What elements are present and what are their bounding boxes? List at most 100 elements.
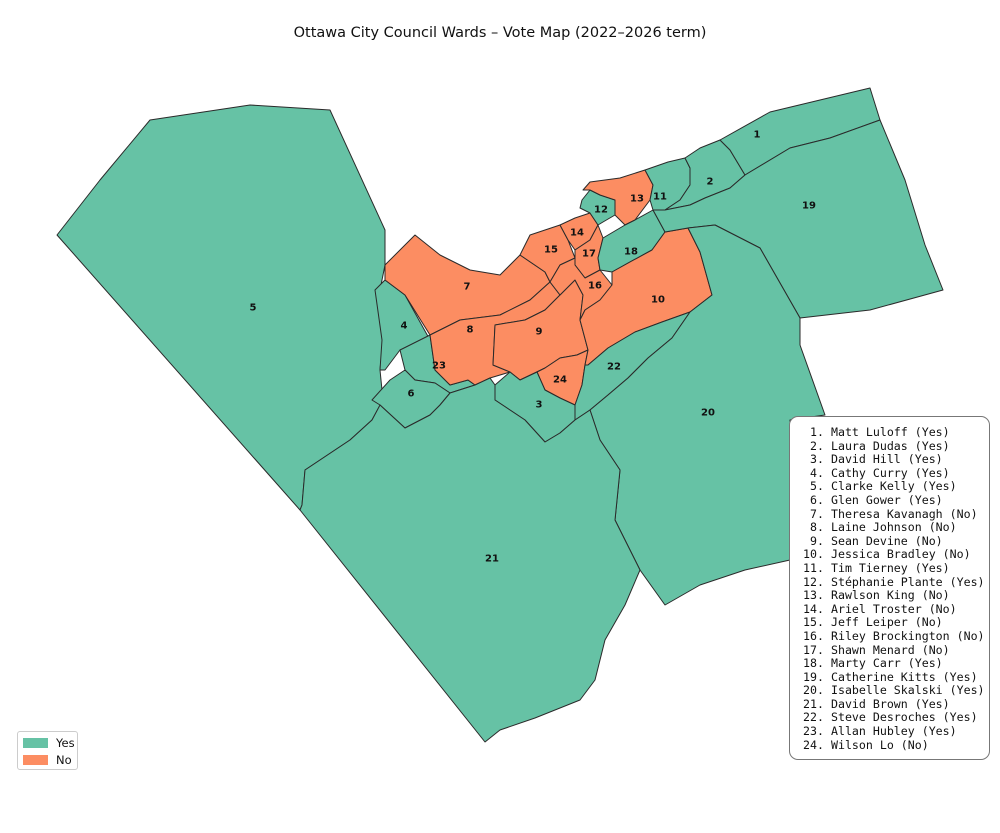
councillor-name: David Brown (Yes)	[824, 696, 950, 711]
vote-legend: Yes No	[17, 731, 78, 770]
ward-label-16: 16	[588, 281, 602, 292]
map-title: Ottawa City Council Wards – Vote Map (20…	[293, 25, 707, 41]
councillor-row: 6. Glen Gower (Yes)	[790, 492, 989, 508]
legend-label-yes: Yes	[56, 736, 75, 750]
councillor-row: 13. Rawlson King (No)	[790, 588, 989, 603]
councillor-name: Marty Carr (Yes)	[824, 656, 943, 671]
legend-label-no: No	[56, 753, 72, 767]
councillor-name: Cathy Curry (Yes)	[824, 465, 950, 480]
councillor-row: 14. Ariel Troster (No)	[790, 601, 989, 617]
councillor-number: 19.	[803, 669, 824, 684]
councillor-row: 4. Cathy Curry (Yes)	[790, 465, 989, 481]
councillor-number: 16.	[803, 628, 824, 643]
ward-label-10: 10	[651, 295, 665, 306]
councillor-number: 10.	[803, 547, 824, 562]
councillor-row: 11. Tim Tierney (Yes)	[790, 560, 989, 576]
legend-item-no: No	[23, 753, 72, 767]
councillor-number: 12.	[803, 574, 824, 589]
councillor-name: Stéphanie Plante (Yes)	[824, 574, 985, 589]
ward-label-3: 3	[536, 400, 543, 411]
councillor-number: 13.	[803, 588, 824, 603]
councillor-name: Jeff Leiper (No)	[824, 615, 943, 630]
ward-15-shape	[519, 224, 576, 283]
councillor-name: Tim Tierney (Yes)	[824, 560, 950, 575]
ward-label-15: 15	[544, 245, 558, 256]
ward-21-shape	[299, 377, 641, 743]
councillor-row: 1. Matt Luloff (Yes)	[790, 425, 989, 440]
councillor-row: 24. Wilson Lo (No)	[790, 737, 989, 753]
ward-label-9: 9	[536, 327, 543, 338]
councillor-name: Ariel Troster (No)	[824, 601, 957, 616]
councillor-name: Catherine Kitts (Yes)	[824, 669, 978, 684]
councillor-name: Rawlson King (No)	[824, 588, 950, 603]
ward-label-11: 11	[653, 192, 667, 203]
councillor-row: 16. Riley Brockington (No)	[790, 628, 989, 644]
ward-label-14: 14	[570, 228, 584, 239]
legend-swatch-yes	[23, 738, 48, 748]
councillor-number: 21.	[803, 696, 824, 711]
councillor-row: 18. Marty Carr (Yes)	[790, 656, 989, 671]
councillor-name: Isabelle Skalski (Yes)	[824, 683, 985, 698]
ward-label-22: 22	[607, 362, 621, 373]
councillor-row: 7. Theresa Kavanagh (No)	[790, 506, 989, 522]
ward-label-13: 13	[630, 194, 644, 205]
ward-label-1: 1	[754, 130, 761, 141]
councillor-number: 15.	[803, 615, 824, 630]
councillor-number: 2.	[810, 438, 824, 453]
councillor-number: 9.	[810, 533, 824, 548]
ward-label-21: 21	[485, 554, 499, 565]
ward-label-20: 20	[701, 408, 715, 419]
councillor-number: 14.	[803, 601, 824, 616]
councillor-name: Laura Dudas (Yes)	[824, 438, 950, 453]
ward-label-4: 4	[401, 321, 408, 332]
councillor-name: Matt Luloff (Yes)	[824, 425, 950, 439]
councillor-row: 20. Isabelle Skalski (Yes)	[790, 683, 989, 698]
ward-shapes	[56, 87, 944, 743]
councillor-row: 9. Sean Devine (No)	[790, 533, 989, 549]
councillor-row: 10. Jessica Bradley (No)	[790, 548, 989, 562]
ward-label-6: 6	[408, 389, 415, 400]
councillor-row: 8. Laine Johnson (No)	[790, 520, 989, 535]
ward-label-23: 23	[432, 361, 446, 372]
councillor-name: Theresa Kavanagh (No)	[824, 506, 978, 521]
councillor-row: 22. Steve Desroches (Yes)	[790, 711, 989, 725]
councillor-number: 1.	[810, 425, 824, 439]
councillor-row: 23. Allan Hubley (Yes)	[790, 724, 989, 739]
councillor-number: 3.	[810, 452, 824, 467]
councillor-list: 1. Matt Luloff (Yes) 2. Laura Dudas (Yes)…	[790, 425, 989, 753]
ward-19-shape	[652, 119, 944, 319]
councillor-number: 22.	[803, 710, 824, 725]
councillor-number: 7.	[810, 506, 824, 521]
councillor-name: Glen Gower (Yes)	[824, 492, 943, 507]
councillor-number: 23.	[803, 724, 824, 739]
councillor-number: 5.	[810, 479, 824, 494]
councillor-row: 17. Shawn Menard (No)	[790, 642, 989, 658]
councillor-name: David Hill (Yes)	[824, 452, 943, 467]
councillor-number: 6.	[810, 492, 824, 507]
councillor-name: Shawn Menard (No)	[824, 642, 950, 657]
councillor-number: 24.	[803, 737, 824, 752]
councillor-number: 8.	[810, 520, 824, 535]
ward-label-7: 7	[464, 282, 471, 293]
councillor-name: Clarke Kelly (Yes)	[824, 479, 957, 494]
ward-label-12: 12	[594, 205, 608, 216]
ward-label-17: 17	[582, 249, 596, 260]
councillor-number: 20.	[803, 683, 824, 698]
councillor-row: 3. David Hill (Yes)	[790, 452, 989, 467]
councillor-name: Jessica Bradley (No)	[824, 547, 971, 562]
councillor-row: 15. Jeff Leiper (No)	[790, 616, 989, 630]
councillor-name: Sean Devine (No)	[824, 533, 943, 548]
councillor-row: 2. Laura Dudas (Yes)	[790, 438, 989, 454]
councillor-row: 21. David Brown (Yes)	[790, 696, 989, 712]
councillor-row: 19. Catherine Kitts (Yes)	[790, 669, 989, 685]
councillor-name: Laine Johnson (No)	[824, 520, 957, 535]
legend-swatch-no	[23, 755, 48, 765]
legend-item-yes: Yes	[23, 736, 75, 750]
councillor-number: 11.	[803, 560, 824, 575]
councillor-row: 12. Stéphanie Plante (Yes)	[790, 574, 989, 590]
councillor-list-box: 1. Matt Luloff (Yes) 2. Laura Dudas (Yes)…	[789, 416, 990, 760]
councillor-number: 17.	[803, 642, 824, 657]
ward-label-18: 18	[624, 247, 638, 258]
